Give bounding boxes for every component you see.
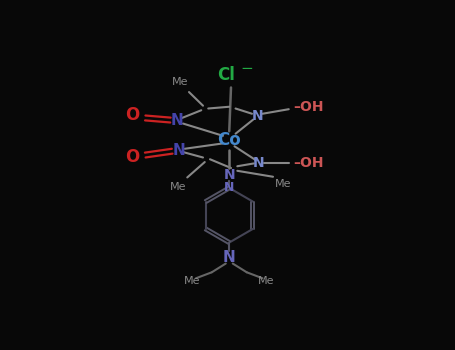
Text: N: N <box>253 156 265 170</box>
Text: N: N <box>223 168 235 182</box>
Text: Me: Me <box>258 276 274 286</box>
Text: Me: Me <box>170 182 187 192</box>
Text: Me: Me <box>172 77 188 87</box>
Text: −: − <box>240 61 253 76</box>
Text: N: N <box>224 181 234 195</box>
Text: Me: Me <box>275 179 292 189</box>
Text: Co: Co <box>217 131 241 149</box>
Text: N: N <box>170 113 183 128</box>
Text: N: N <box>172 143 185 158</box>
Text: O: O <box>125 106 139 125</box>
Text: N: N <box>252 108 263 122</box>
Text: N: N <box>223 250 236 265</box>
Text: Me: Me <box>184 276 201 286</box>
Text: O: O <box>125 148 139 167</box>
Text: –OH: –OH <box>293 156 323 170</box>
Text: Cl: Cl <box>217 66 235 84</box>
Text: –OH: –OH <box>293 100 323 114</box>
